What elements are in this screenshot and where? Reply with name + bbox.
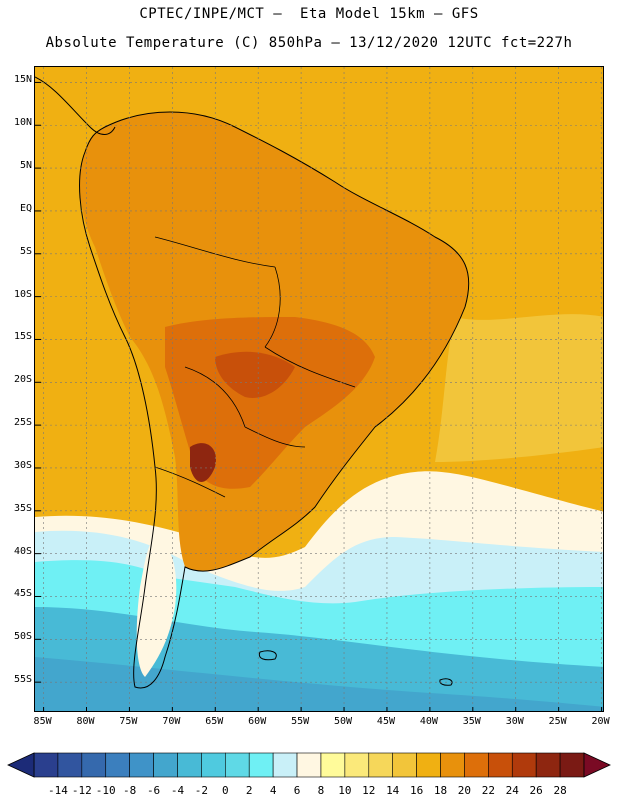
colorbar-label: 16 [409,784,424,797]
chart-title-line2: Absolute Temperature (C) 850hPa – 13/12/… [45,35,573,51]
colorbar-cell [129,752,154,778]
colorbar-label: 10 [338,784,352,797]
colorbar-label: 2 [245,784,253,797]
colorbar-label: -12 [71,784,92,797]
colorbar-label: 18 [433,784,448,797]
colorbar [7,752,611,778]
colorbar-cell [559,752,585,778]
lon-label: 20W [591,716,610,727]
colorbar-cell [368,752,393,778]
lat-label: 35S [13,502,32,514]
continent-coastline [79,111,470,689]
map-canvas [35,67,603,711]
colorbar-cell [105,752,130,778]
colorbar-label: 24 [505,784,519,797]
lat-label: 15S [13,331,32,343]
lon-label: 85W [33,716,52,727]
colorbar-cell [248,752,274,778]
colorbar-cells [33,752,585,778]
colorbar-label: -6 [146,784,161,797]
graticule [35,67,603,711]
lon-label: 45W [376,716,395,727]
chaco-hot-core [215,351,295,398]
temperature-map [34,66,604,712]
colorbar-cell [392,752,417,778]
colorbar-left-arrow [7,752,35,778]
colorbar-cell [416,752,441,778]
colorbar-label: 14 [386,784,400,797]
colorbar-cell [33,752,59,778]
lon-label: 65W [205,716,224,727]
lon-label: 50W [334,716,353,727]
colorbar-cell [344,752,370,778]
colorbar-cell [225,752,250,778]
colorbar-cell [440,752,465,778]
colorbar-label: 28 [553,784,567,797]
lat-label: 10N [13,117,32,129]
chart-title-line1: CPTEC/INPE/MCT – Eta Model 15km – GFS [139,6,479,22]
colorbar-cell [153,752,178,778]
lat-label: 50S [13,631,32,643]
colorbar-cell [320,752,346,778]
colorbar-cell [511,752,537,778]
colorbar-cell [201,752,226,778]
lat-label: 45S [13,588,32,600]
colorbar-cell [464,752,489,778]
colorbar-cell [488,752,513,778]
colorbar-cell [535,752,561,778]
lat-label: 20S [13,374,32,386]
colorbar-label: 26 [529,784,543,797]
south-georgia [439,678,453,686]
colorbar-label: 0 [221,784,229,797]
colorbar-label: 4 [269,784,277,797]
colorbar-label: -8 [123,784,137,797]
colorbar-cell [296,752,322,778]
lat-label: 55S [13,674,32,686]
atlantic-plume [435,314,603,462]
argentina-hot-core [190,443,216,482]
lon-label: 70W [162,716,181,727]
colorbar-cell [272,752,298,778]
lon-label: 75W [119,716,138,727]
colorbar-label: 22 [481,784,495,797]
colorbar-cell [81,752,107,778]
colorbar-label: 6 [293,784,301,797]
colorbar-right-arrow [583,752,611,778]
colorbar-label: -10 [95,784,116,797]
lon-label: 40W [419,716,438,727]
lon-label: 30W [505,716,524,727]
colorbar-label: 12 [362,784,376,797]
lon-label: 55W [291,716,310,727]
colorbar-label: 8 [317,784,325,797]
colorbar-label: 20 [457,784,472,797]
lat-label: 5S [19,245,32,257]
lat-label: 25S [13,417,32,429]
deep-cold-field [35,657,603,711]
lat-label: 15N [13,74,32,86]
lat-label: 30S [13,459,32,471]
central-america-coast [35,76,116,135]
colorbar-label: -4 [170,784,185,797]
lat-label: 10S [13,288,32,300]
lon-label: 60W [248,716,267,727]
lat-label: 5N [19,160,32,172]
falkland-islands [258,650,277,661]
lat-label: EQ [19,202,32,214]
lon-label: 25W [548,716,567,727]
colorbar-label: -2 [194,784,209,797]
colorbar-cell [177,752,202,778]
lon-label: 35W [462,716,481,727]
colorbar-label: -14 [47,784,68,797]
colorbar-cell [57,752,83,778]
lon-label: 80W [76,716,95,727]
lat-label: 40S [13,545,32,557]
